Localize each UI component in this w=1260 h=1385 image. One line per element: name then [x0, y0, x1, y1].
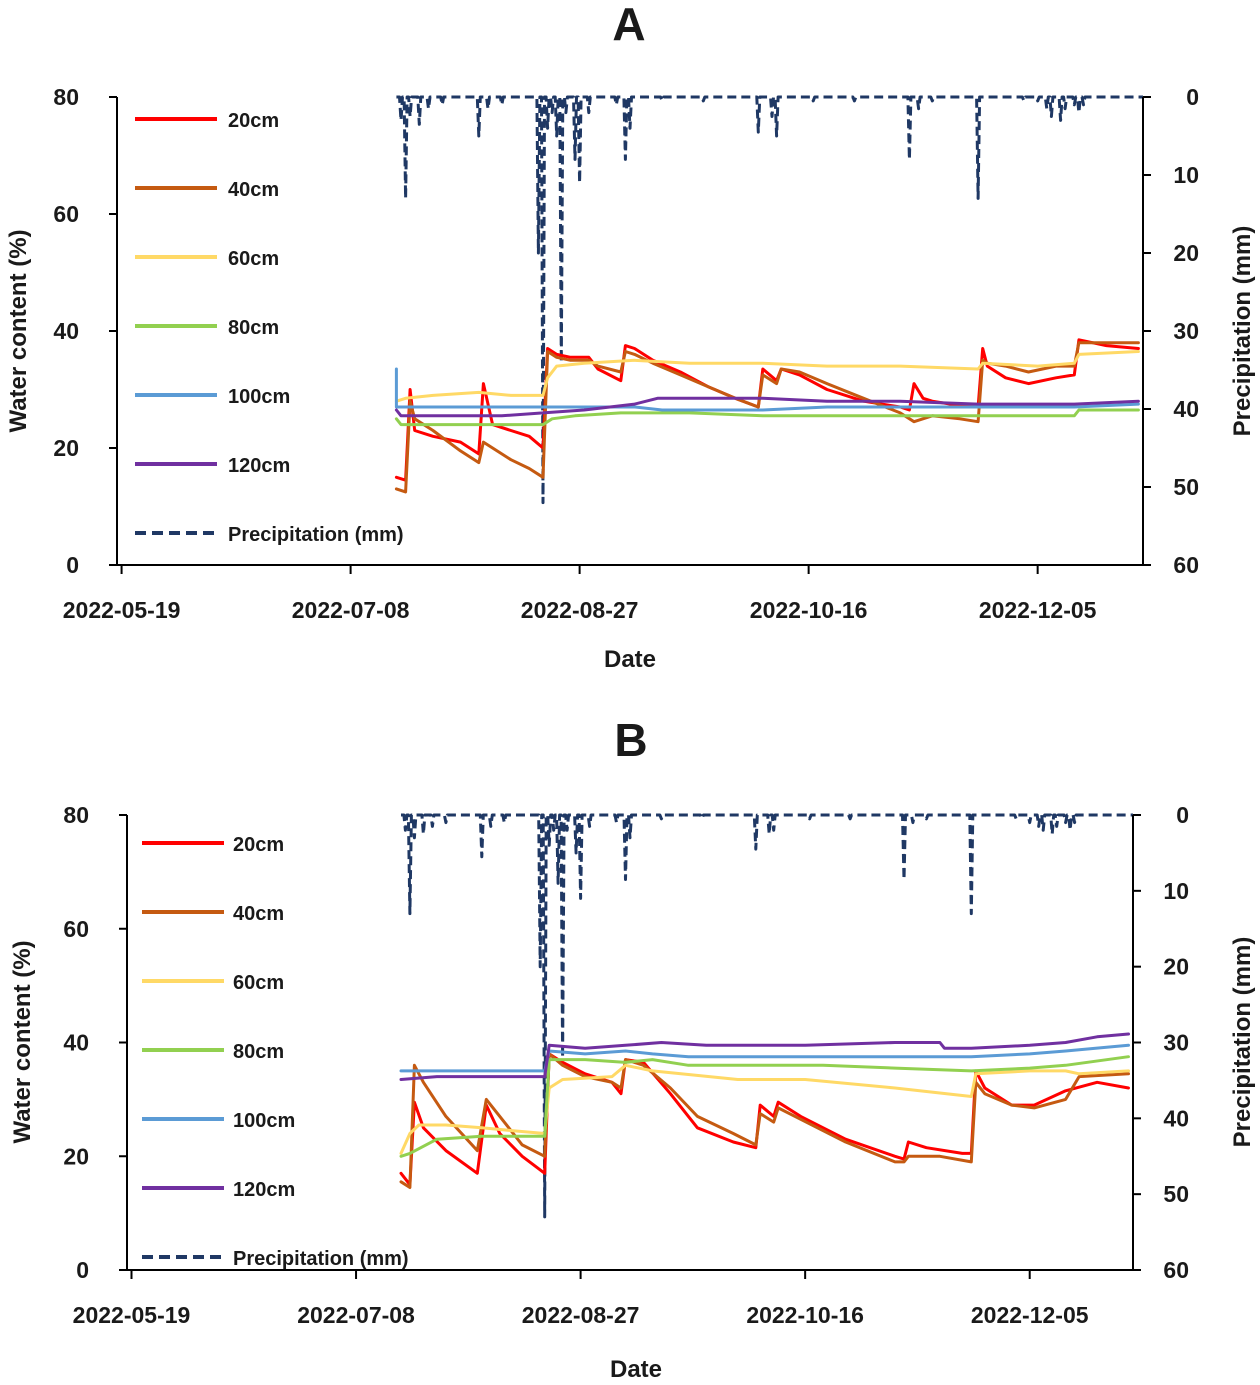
- y-axis-label: Water content (%): [5, 229, 32, 432]
- y-tick-label: 40: [63, 1030, 89, 1056]
- y2-tick-label: 20: [1173, 240, 1199, 266]
- x-tick-label: 2022-05-19: [73, 1302, 191, 1328]
- x-tick-label: 2022-08-27: [521, 597, 639, 623]
- y-tick-label: 0: [66, 552, 79, 578]
- y-tick-label: 40: [53, 318, 79, 344]
- y2-tick-label: 30: [1163, 1030, 1189, 1056]
- series-line-100cm: [399, 1043, 1130, 1073]
- chart-panel-b: B Water content (%) Precipitation (mm) D…: [9, 714, 1256, 1383]
- y-tick-label: 80: [63, 802, 89, 828]
- y-tick-label: 80: [53, 84, 79, 110]
- y2-tick-label: 30: [1173, 318, 1199, 344]
- y2-tick-label: 0: [1176, 802, 1189, 828]
- chart-panel-a: A Water content (%) Precipitation (mm) D…: [5, 0, 1256, 673]
- series-line-20cm: [399, 1052, 1130, 1187]
- x-tick-label: 2022-07-08: [297, 1302, 415, 1328]
- series-line-80cm: [399, 1055, 1130, 1158]
- precipitation-line: [396, 95, 1143, 505]
- y2-tick-label: 10: [1163, 878, 1189, 904]
- x-tick-label: 2022-10-16: [750, 597, 868, 623]
- y2-tick-label: 60: [1163, 1257, 1189, 1283]
- y2-tick-label: 40: [1173, 396, 1199, 422]
- y2-tick-label: 50: [1173, 474, 1199, 500]
- series-line-60cm: [399, 1063, 1130, 1155]
- x-axis-label: Date: [610, 1356, 662, 1383]
- y2-tick-label: 0: [1186, 84, 1199, 110]
- y2-tick-label: 50: [1163, 1181, 1189, 1207]
- x-tick-label: 2022-07-08: [292, 597, 410, 623]
- x-tick-label: 2022-10-16: [746, 1302, 864, 1328]
- y-tick-label: 60: [53, 201, 79, 227]
- y-tick-label: 0: [76, 1257, 89, 1283]
- legend-label: 60cm: [228, 248, 279, 270]
- legend-label: 20cm: [233, 834, 284, 856]
- y2-tick-label: 40: [1163, 1105, 1189, 1131]
- y2-tick-label: 20: [1163, 954, 1189, 980]
- x-tick-label: 2022-05-19: [63, 597, 181, 623]
- y-tick-label: 20: [63, 1143, 89, 1169]
- series-line-40cm: [399, 1052, 1130, 1189]
- x-tick-label: 2022-08-27: [522, 1302, 640, 1328]
- y2-tick-label: 60: [1173, 552, 1199, 578]
- panel-label: B: [614, 714, 647, 766]
- y-tick-label: 60: [63, 916, 89, 942]
- legend-label: 100cm: [228, 386, 290, 408]
- x-tick-label: 2022-12-05: [971, 1302, 1089, 1328]
- y-axis-label: Water content (%): [9, 940, 36, 1143]
- legend-label: Precipitation (mm): [228, 524, 404, 546]
- series-line-120cm: [399, 1032, 1130, 1081]
- x-axis-label: Date: [604, 646, 656, 673]
- precipitation-line: [401, 813, 1133, 1219]
- series-line-80cm: [394, 408, 1140, 427]
- legend-label: 40cm: [233, 903, 284, 925]
- legend-label: 80cm: [228, 317, 279, 339]
- series-line-60cm: [394, 350, 1140, 403]
- y2-axis-label: Precipitation (mm): [1229, 937, 1256, 1148]
- legend-label: 120cm: [228, 455, 290, 477]
- legend-label: 80cm: [233, 1041, 284, 1063]
- legend-label: 120cm: [233, 1179, 295, 1201]
- x-tick-label: 2022-12-05: [979, 597, 1097, 623]
- legend-label: 60cm: [233, 972, 284, 994]
- legend-label: Precipitation (mm): [233, 1248, 409, 1270]
- legend-label: 40cm: [228, 179, 279, 201]
- panel-label: A: [612, 0, 645, 50]
- y2-tick-label: 10: [1173, 162, 1199, 188]
- legend-label: 100cm: [233, 1110, 295, 1132]
- series-line-100cm: [394, 367, 1140, 412]
- series-line-120cm: [394, 396, 1140, 418]
- y-tick-label: 20: [53, 435, 79, 461]
- y2-axis-label: Precipitation (mm): [1229, 226, 1256, 437]
- legend-label: 20cm: [228, 110, 279, 132]
